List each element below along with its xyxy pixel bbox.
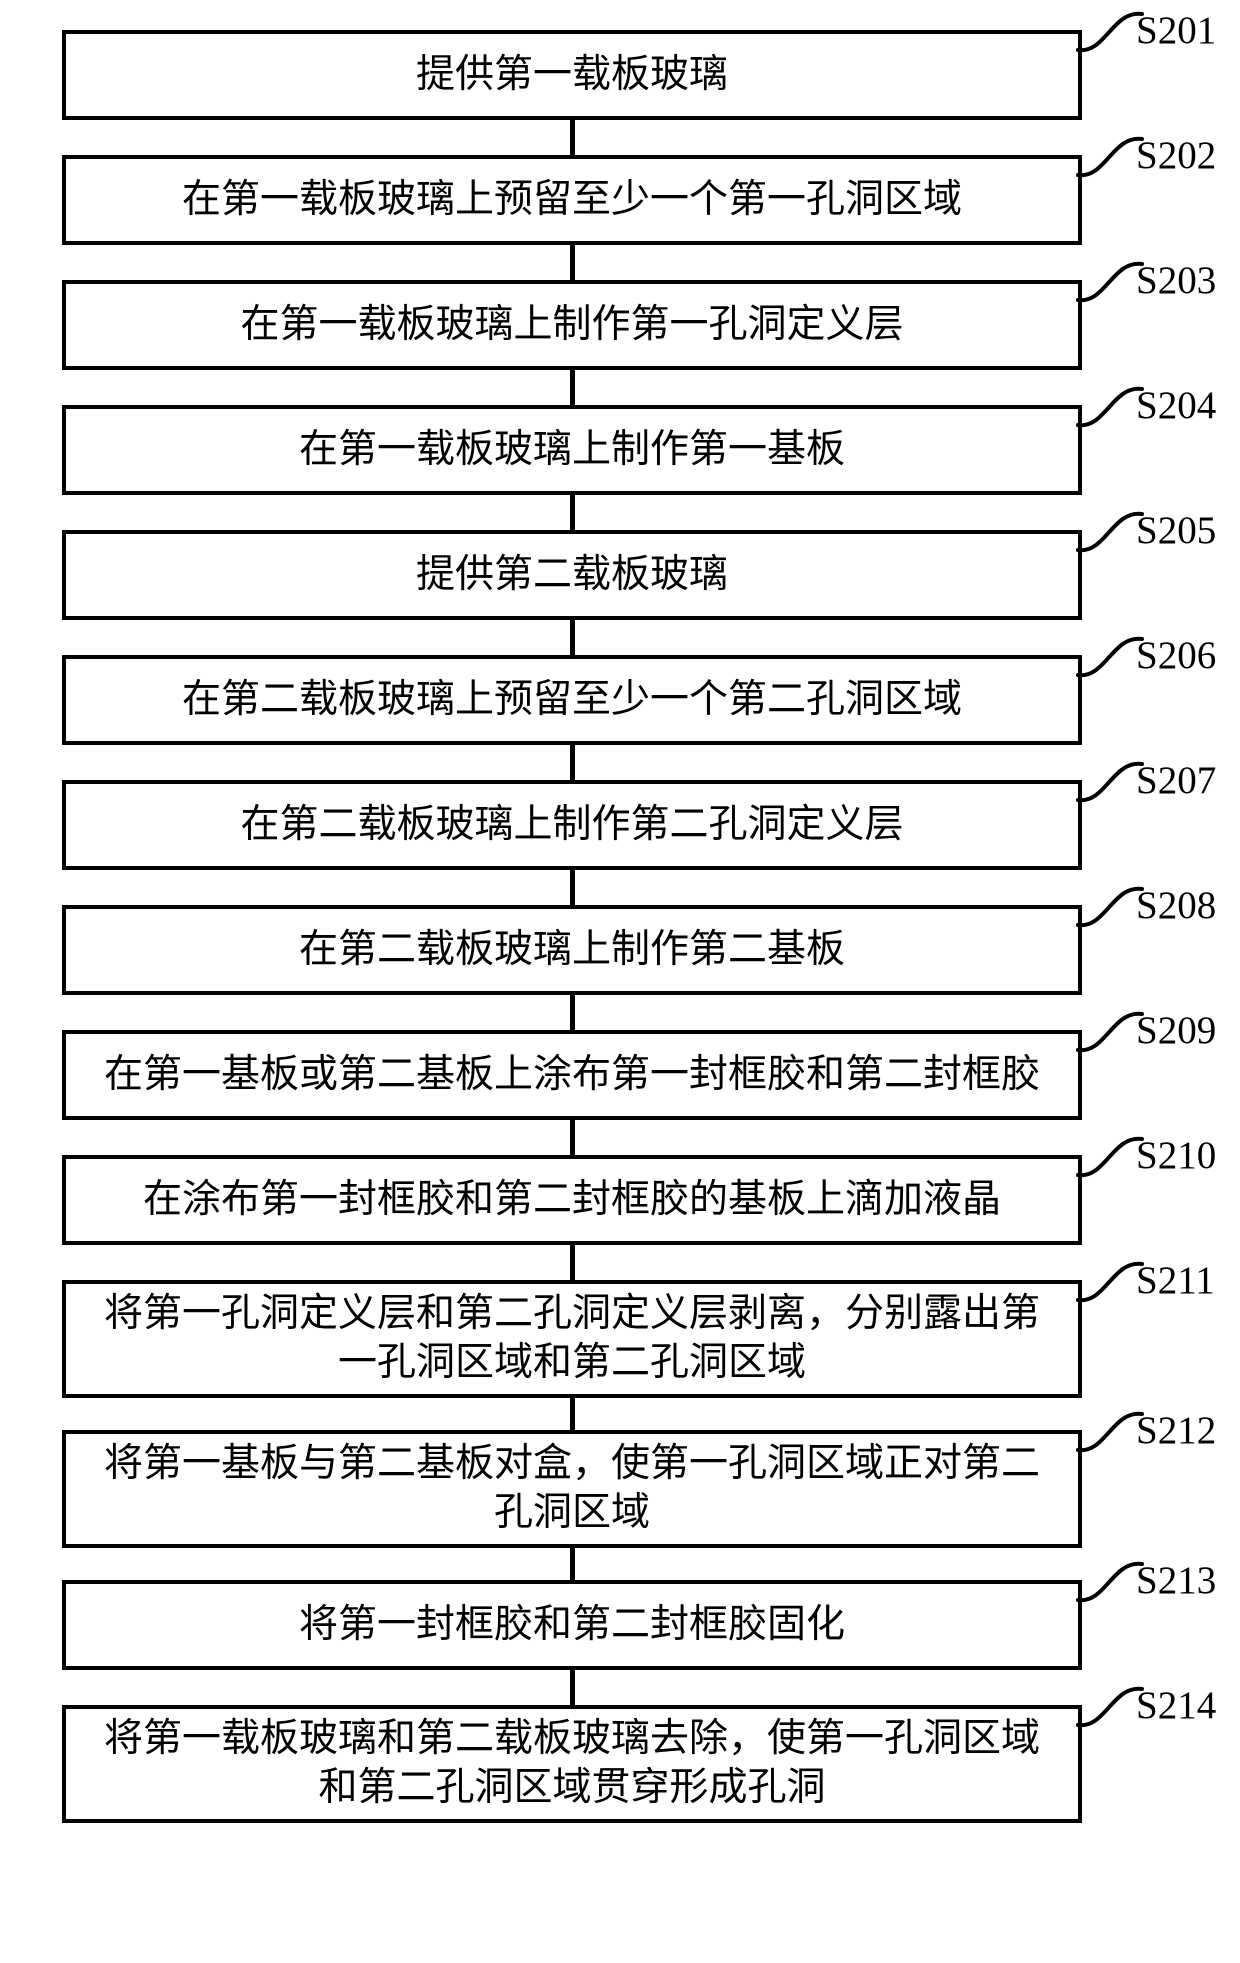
connector bbox=[570, 245, 575, 280]
step-box-s210: 在涂布第一封框胶和第二封框胶的基板上滴加液晶 bbox=[62, 1155, 1082, 1245]
step-text: 在第一载板玻璃上预留至少一个第一孔洞区域 bbox=[86, 176, 1058, 225]
connector bbox=[570, 495, 575, 530]
step-label-s212: S212 bbox=[1136, 1408, 1216, 1453]
step-text: 将第一孔洞定义层和第二孔洞定义层剥离，分别露出第一孔洞区域和第二孔洞区域 bbox=[86, 1290, 1058, 1388]
lead-curve bbox=[1072, 8, 1146, 56]
lead-curve bbox=[1072, 1408, 1146, 1456]
step-label-s211: S211 bbox=[1136, 1258, 1215, 1303]
lead-curve bbox=[1072, 508, 1146, 556]
step-text: 在第一载板玻璃上制作第一孔洞定义层 bbox=[86, 301, 1058, 350]
step-label-s214: S214 bbox=[1136, 1683, 1216, 1728]
connector bbox=[570, 1398, 575, 1430]
connector bbox=[570, 870, 575, 905]
connector bbox=[570, 1120, 575, 1155]
lead-curve bbox=[1072, 1008, 1146, 1056]
step-box-s201: 提供第一载板玻璃 bbox=[62, 30, 1082, 120]
connector bbox=[570, 995, 575, 1030]
lead-curve bbox=[1072, 1683, 1146, 1731]
step-label-s202: S202 bbox=[1136, 133, 1216, 178]
step-text: 在第二载板玻璃上制作第二基板 bbox=[86, 926, 1058, 975]
step-box-s204: 在第一载板玻璃上制作第一基板 bbox=[62, 405, 1082, 495]
step-label-s201: S201 bbox=[1136, 8, 1216, 53]
connector bbox=[570, 1670, 575, 1705]
step-label-s206: S206 bbox=[1136, 633, 1216, 678]
step-label-s205: S205 bbox=[1136, 508, 1216, 553]
step-box-s205: 提供第二载板玻璃 bbox=[62, 530, 1082, 620]
lead-curve bbox=[1072, 883, 1146, 931]
step-text: 在第二载板玻璃上制作第二孔洞定义层 bbox=[86, 801, 1058, 850]
step-box-s207: 在第二载板玻璃上制作第二孔洞定义层 bbox=[62, 780, 1082, 870]
step-label-s203: S203 bbox=[1136, 258, 1216, 303]
step-text: 将第一基板与第二基板对盒，使第一孔洞区域正对第二孔洞区域 bbox=[86, 1440, 1058, 1538]
step-text: 提供第一载板玻璃 bbox=[86, 51, 1058, 100]
step-box-s202: 在第一载板玻璃上预留至少一个第一孔洞区域 bbox=[62, 155, 1082, 245]
step-box-s213: 将第一封框胶和第二封框胶固化 bbox=[62, 1580, 1082, 1670]
lead-curve bbox=[1072, 758, 1146, 806]
step-text: 将第一封框胶和第二封框胶固化 bbox=[86, 1601, 1058, 1650]
step-text: 在第一载板玻璃上制作第一基板 bbox=[86, 426, 1058, 475]
step-text: 将第一载板玻璃和第二载板玻璃去除，使第一孔洞区域和第二孔洞区域贯穿形成孔洞 bbox=[86, 1715, 1058, 1813]
connector bbox=[570, 1245, 575, 1280]
step-label-s208: S208 bbox=[1136, 883, 1216, 928]
connector bbox=[570, 1548, 575, 1580]
step-label-s207: S207 bbox=[1136, 758, 1216, 803]
connector bbox=[570, 370, 575, 405]
connector bbox=[570, 745, 575, 780]
connector bbox=[570, 120, 575, 155]
lead-curve bbox=[1072, 1558, 1146, 1606]
step-box-s208: 在第二载板玻璃上制作第二基板 bbox=[62, 905, 1082, 995]
step-box-s212: 将第一基板与第二基板对盒，使第一孔洞区域正对第二孔洞区域 bbox=[62, 1430, 1082, 1548]
step-label-s209: S209 bbox=[1136, 1008, 1216, 1053]
step-text: 在第一基板或第二基板上涂布第一封框胶和第二封框胶 bbox=[86, 1051, 1058, 1100]
step-label-s213: S213 bbox=[1136, 1558, 1216, 1603]
step-box-s209: 在第一基板或第二基板上涂布第一封框胶和第二封框胶 bbox=[62, 1030, 1082, 1120]
step-label-s210: S210 bbox=[1136, 1133, 1216, 1178]
lead-curve bbox=[1072, 258, 1146, 306]
flowchart-canvas: 提供第一载板玻璃 S201 在第一载板玻璃上预留至少一个第一孔洞区域 S202 在第一载… bbox=[0, 0, 1240, 1963]
step-box-s203: 在第一载板玻璃上制作第一孔洞定义层 bbox=[62, 280, 1082, 370]
lead-curve bbox=[1072, 1258, 1146, 1306]
lead-curve bbox=[1072, 1133, 1146, 1181]
step-box-s211: 将第一孔洞定义层和第二孔洞定义层剥离，分别露出第一孔洞区域和第二孔洞区域 bbox=[62, 1280, 1082, 1398]
connector bbox=[570, 620, 575, 655]
lead-curve bbox=[1072, 133, 1146, 181]
lead-curve bbox=[1072, 633, 1146, 681]
step-box-s206: 在第二载板玻璃上预留至少一个第二孔洞区域 bbox=[62, 655, 1082, 745]
step-text: 在涂布第一封框胶和第二封框胶的基板上滴加液晶 bbox=[86, 1176, 1058, 1225]
lead-curve bbox=[1072, 383, 1146, 431]
step-box-s214: 将第一载板玻璃和第二载板玻璃去除，使第一孔洞区域和第二孔洞区域贯穿形成孔洞 bbox=[62, 1705, 1082, 1823]
step-text: 提供第二载板玻璃 bbox=[86, 551, 1058, 600]
step-text: 在第二载板玻璃上预留至少一个第二孔洞区域 bbox=[86, 676, 1058, 725]
step-label-s204: S204 bbox=[1136, 383, 1216, 428]
